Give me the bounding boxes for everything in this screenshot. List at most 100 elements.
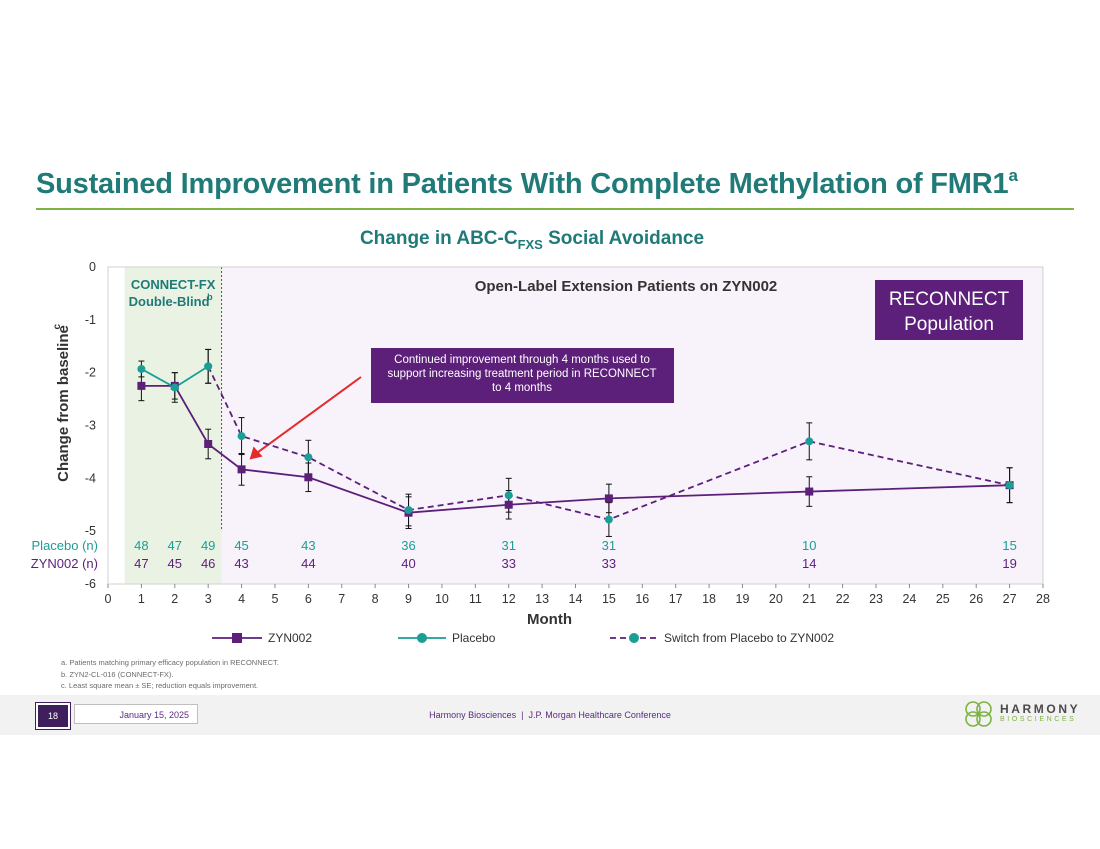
n-value: 46 xyxy=(201,556,215,571)
x-tick-label: 18 xyxy=(702,592,716,606)
x-tick-label: 27 xyxy=(1003,592,1017,606)
n-value: 43 xyxy=(301,538,315,553)
callout-box xyxy=(371,348,674,403)
n-value: 14 xyxy=(802,556,816,571)
n-value: 10 xyxy=(802,538,816,553)
x-tick-label: 26 xyxy=(969,592,983,606)
data-point-circle xyxy=(404,506,413,515)
data-point-circle xyxy=(170,383,179,392)
x-tick-label: 2 xyxy=(171,592,178,606)
x-tick-label: 15 xyxy=(602,592,616,606)
x-tick-label: 28 xyxy=(1036,592,1050,606)
y-tick-label: -3 xyxy=(85,419,96,433)
page-title: Sustained Improvement in Patients With C… xyxy=(36,166,1018,200)
data-point-square xyxy=(237,465,246,474)
data-point-circle xyxy=(137,364,146,373)
n-value: 36 xyxy=(401,538,415,553)
x-tick-label: 16 xyxy=(635,592,649,606)
x-tick-label: 24 xyxy=(902,592,916,606)
x-tick-label: 19 xyxy=(736,592,750,606)
data-point-square xyxy=(604,494,613,503)
n-value: 19 xyxy=(1002,556,1016,571)
n-value: 49 xyxy=(201,538,215,553)
n-value: 45 xyxy=(234,538,248,553)
y-tick-label: -5 xyxy=(85,524,96,538)
callout-arrow xyxy=(256,376,362,454)
x-tick-label: 12 xyxy=(502,592,516,606)
n-row-label: ZYN002 (n) xyxy=(31,556,98,571)
data-point-circle xyxy=(805,437,814,446)
x-tick-label: 17 xyxy=(669,592,683,606)
company-logo: HARMONY BIOSCIENCES xyxy=(962,698,1082,730)
logo-subword: BIOSCIENCES xyxy=(1000,716,1077,723)
n-value: 33 xyxy=(602,556,616,571)
n-value: 47 xyxy=(168,538,182,553)
x-tick-label: 10 xyxy=(435,592,449,606)
title-divider xyxy=(36,208,1074,210)
data-point-circle xyxy=(604,515,613,524)
footnote-a: a. Patients matching primary efficacy po… xyxy=(61,658,279,667)
n-value: 45 xyxy=(168,556,182,571)
x-axis-label: Month xyxy=(527,611,572,628)
footnotes: a. Patients matching primary efficacy po… xyxy=(61,657,279,692)
legend-label: ZYN002 xyxy=(268,631,312,645)
ole-label: Open-Label Extension Patients on ZYN002 xyxy=(475,278,778,295)
legend-marker xyxy=(629,633,639,643)
data-point-square xyxy=(304,473,313,482)
n-value: 15 xyxy=(1002,538,1016,553)
chart-title: Change in ABC-CFXS Social Avoidance xyxy=(359,228,705,252)
x-tick-label: 21 xyxy=(802,592,816,606)
x-tick-label: 22 xyxy=(836,592,850,606)
n-value: 48 xyxy=(134,538,148,553)
data-point-square xyxy=(805,487,814,496)
x-tick-label: 1 xyxy=(138,592,145,606)
legend-label: Placebo xyxy=(452,631,496,645)
x-tick-label: 4 xyxy=(238,592,245,606)
footnote-c: c. Least square mean ± SE; reduction equ… xyxy=(61,681,259,690)
x-tick-label: 23 xyxy=(869,592,883,606)
n-value: 31 xyxy=(501,538,515,553)
legend-label: Switch from Placebo to ZYN002 xyxy=(664,631,834,645)
double-blind-region xyxy=(124,267,222,584)
x-tick-label: 5 xyxy=(271,592,278,606)
legend-marker xyxy=(232,633,242,643)
callout-arrowhead xyxy=(249,446,263,460)
page-number: 18 xyxy=(36,703,70,729)
double-blind-label-2: Double-Blind xyxy=(129,294,210,309)
n-value: 44 xyxy=(301,556,315,571)
x-tick-label: 9 xyxy=(405,592,412,606)
callout-text-line: Continued improvement through 4 months u… xyxy=(394,354,650,366)
logo-knot-icon xyxy=(965,701,992,727)
y-axis-label-sup: c xyxy=(52,324,63,330)
badge-line-1: RECONNECT xyxy=(889,289,1010,310)
data-point-circle xyxy=(237,432,246,441)
legend-marker xyxy=(417,633,427,643)
footnote-b: b. ZYN2-CL-016 (CONNECT-FX). xyxy=(61,669,174,679)
footer-text: Harmony Biosciences | J.P. Morgan Health… xyxy=(429,710,671,720)
x-tick-label: 13 xyxy=(535,592,549,606)
data-point-circle xyxy=(504,491,513,500)
x-tick-label: 6 xyxy=(305,592,312,606)
x-tick-label: 0 xyxy=(105,592,112,606)
n-value: 47 xyxy=(134,556,148,571)
x-tick-label: 3 xyxy=(205,592,212,606)
x-tick-label: 7 xyxy=(338,592,345,606)
callout-text-line: to 4 months xyxy=(492,382,552,394)
x-tick-label: 8 xyxy=(372,592,379,606)
reconnect-badge xyxy=(875,280,1023,340)
x-tick-label: 20 xyxy=(769,592,783,606)
n-value: 31 xyxy=(602,538,616,553)
n-value: 33 xyxy=(501,556,515,571)
y-tick-label: -1 xyxy=(85,313,96,327)
y-tick-label: -6 xyxy=(85,577,96,591)
y-tick-label: -2 xyxy=(85,366,96,380)
series-line-switch-from-placebo-to-zyn002 xyxy=(207,365,1010,521)
footer-date: January 15, 2025 xyxy=(74,704,198,724)
data-point-square xyxy=(137,381,146,390)
y-tick-label: 0 xyxy=(89,260,96,274)
n-row-label: Placebo (n) xyxy=(32,538,98,553)
badge-line-2: Population xyxy=(904,314,994,335)
n-value: 43 xyxy=(234,556,248,571)
data-point-circle xyxy=(204,362,213,371)
